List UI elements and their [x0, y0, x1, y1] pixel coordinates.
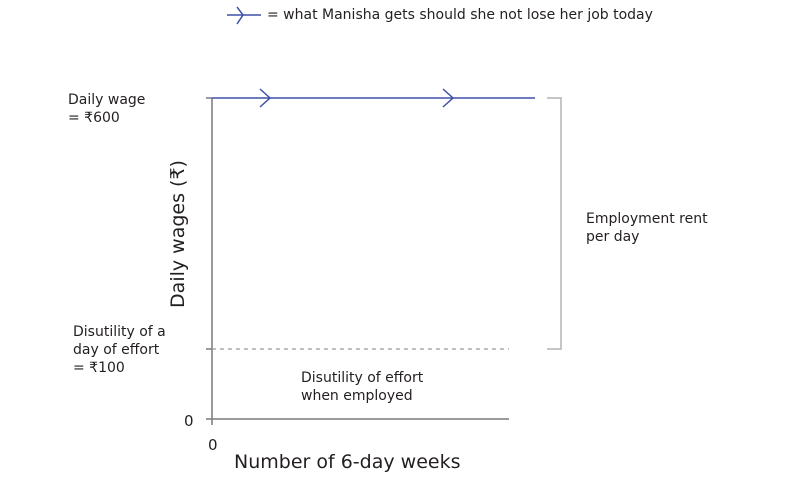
employment-rent-label: Employment rent per day [586, 210, 708, 246]
arrow-chevron-icon [259, 88, 272, 108]
daily-wage-label-line: Daily wage [68, 92, 146, 108]
disutility-label-line: Disutility of a [73, 324, 166, 340]
disutility-label-line: day of effort [73, 342, 160, 358]
disutility-value: = ₹100 [73, 360, 125, 376]
disutility-day-label: Disutility of a day of effort = ₹100 [73, 323, 166, 377]
x-origin-label: 0 [208, 436, 218, 454]
wage-line [212, 88, 535, 108]
employment-rent-bracket [547, 97, 562, 350]
y-origin-label: 0 [184, 412, 194, 430]
disutility-employed-line: Disutility of effort [301, 370, 424, 386]
disutility-employed-label: Disutility of effort when employed [301, 369, 423, 405]
disutility-employed-line: when employed [301, 388, 413, 404]
y-axis-title: Daily wages (₹) [167, 160, 189, 308]
x-axis-title: Number of 6-day weeks [234, 451, 461, 473]
arrow-chevron-icon [442, 88, 455, 108]
legend-text: = what Manisha gets should she not lose … [267, 7, 653, 23]
daily-wage-label: Daily wage = ₹600 [68, 91, 145, 127]
legend-arrow-icon [227, 6, 261, 25]
employment-rent-label-line: Employment rent [586, 211, 708, 227]
daily-wage-value: = ₹600 [68, 110, 120, 126]
employment-rent-label-line: per day [586, 229, 640, 245]
